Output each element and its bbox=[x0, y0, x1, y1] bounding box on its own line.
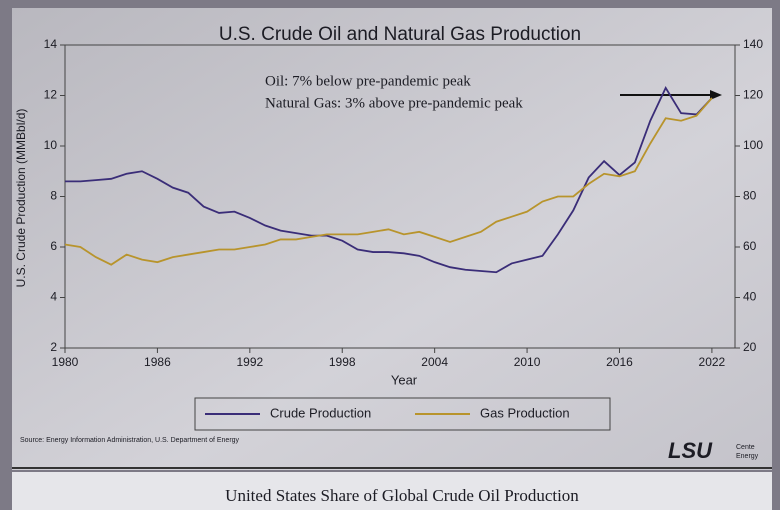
source: Source: Energy Information Administratio… bbox=[20, 437, 240, 444]
y-tick-label: 6 bbox=[50, 239, 57, 253]
x-tick-label: 2022 bbox=[699, 355, 726, 369]
logo: LSU bbox=[668, 438, 713, 463]
x-tick-label: 1980 bbox=[52, 355, 79, 369]
y2-tick-label: 100 bbox=[743, 138, 763, 152]
y-tick-label: 12 bbox=[44, 88, 58, 102]
chart: U.S. Crude Oil and Natural Gas Productio… bbox=[0, 0, 780, 510]
y-tick-label: 8 bbox=[50, 189, 57, 203]
annotation: Oil: 7% below pre-pandemic peak bbox=[265, 73, 471, 89]
x-tick-label: 2016 bbox=[606, 355, 633, 369]
y-tick-label: 10 bbox=[44, 138, 58, 152]
x-tick-label: 1998 bbox=[329, 355, 356, 369]
y-tick-label: 2 bbox=[50, 340, 57, 354]
x-tick-label: 1986 bbox=[144, 355, 171, 369]
x-tick-label: 2010 bbox=[514, 355, 541, 369]
next-slide-title: United States Share of Global Crude Oil … bbox=[225, 486, 579, 505]
annotation: Natural Gas: 3% above pre-pandemic peak bbox=[265, 95, 523, 111]
y-tick-label: 14 bbox=[44, 37, 58, 51]
y-tick-label: 4 bbox=[50, 290, 57, 304]
y-axis-label: U.S. Crude Production (MMBbl/d) bbox=[14, 109, 28, 288]
chart-title: U.S. Crude Oil and Natural Gas Productio… bbox=[219, 24, 581, 45]
legend-label: Crude Production bbox=[270, 405, 371, 420]
y2-tick-label: 20 bbox=[743, 340, 757, 354]
y2-tick-label: 120 bbox=[743, 88, 763, 102]
x-tick-label: 1992 bbox=[236, 355, 263, 369]
logo-caption: Cente bbox=[736, 444, 755, 451]
x-axis-label: Year bbox=[391, 372, 418, 387]
y2-tick-label: 60 bbox=[743, 239, 757, 253]
x-tick-label: 2004 bbox=[421, 355, 448, 369]
logo-caption: Energy bbox=[736, 453, 759, 460]
y2-tick-label: 40 bbox=[743, 290, 757, 304]
y2-tick-label: 140 bbox=[743, 37, 763, 51]
page: U.S. Crude Oil and Natural Gas Productio… bbox=[0, 0, 780, 510]
legend-label: Gas Production bbox=[480, 405, 570, 420]
y2-tick-label: 80 bbox=[743, 189, 757, 203]
